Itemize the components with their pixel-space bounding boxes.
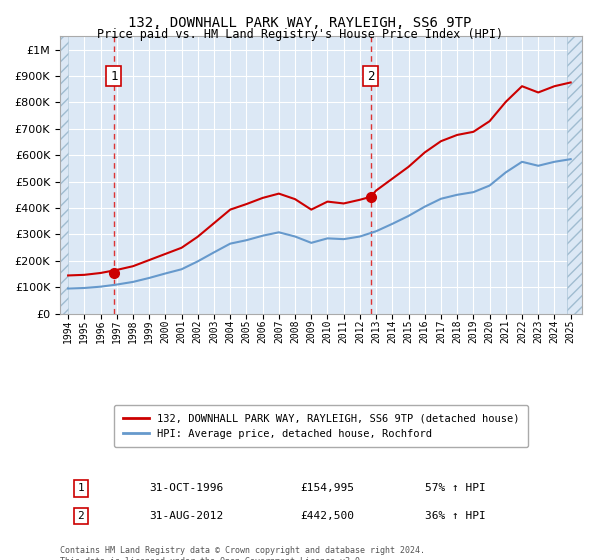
Text: 31-AUG-2012: 31-AUG-2012 <box>149 511 223 521</box>
Legend: 132, DOWNHALL PARK WAY, RAYLEIGH, SS6 9TP (detached house), HPI: Average price, : 132, DOWNHALL PARK WAY, RAYLEIGH, SS6 9T… <box>114 405 528 447</box>
Text: £154,995: £154,995 <box>300 483 354 493</box>
Bar <box>60 36 68 314</box>
Text: 36% ↑ HPI: 36% ↑ HPI <box>425 511 486 521</box>
Text: 2: 2 <box>367 69 374 82</box>
Text: £442,500: £442,500 <box>300 511 354 521</box>
Text: 57% ↑ HPI: 57% ↑ HPI <box>425 483 486 493</box>
Text: Contains HM Land Registry data © Crown copyright and database right 2024.
This d: Contains HM Land Registry data © Crown c… <box>60 547 425 560</box>
Bar <box>566 36 582 314</box>
Text: 132, DOWNHALL PARK WAY, RAYLEIGH, SS6 9TP: 132, DOWNHALL PARK WAY, RAYLEIGH, SS6 9T… <box>128 16 472 30</box>
Text: 1: 1 <box>110 69 118 82</box>
Text: 31-OCT-1996: 31-OCT-1996 <box>149 483 223 493</box>
Text: Price paid vs. HM Land Registry's House Price Index (HPI): Price paid vs. HM Land Registry's House … <box>97 28 503 41</box>
Text: 1: 1 <box>77 483 84 493</box>
Text: 2: 2 <box>77 511 84 521</box>
